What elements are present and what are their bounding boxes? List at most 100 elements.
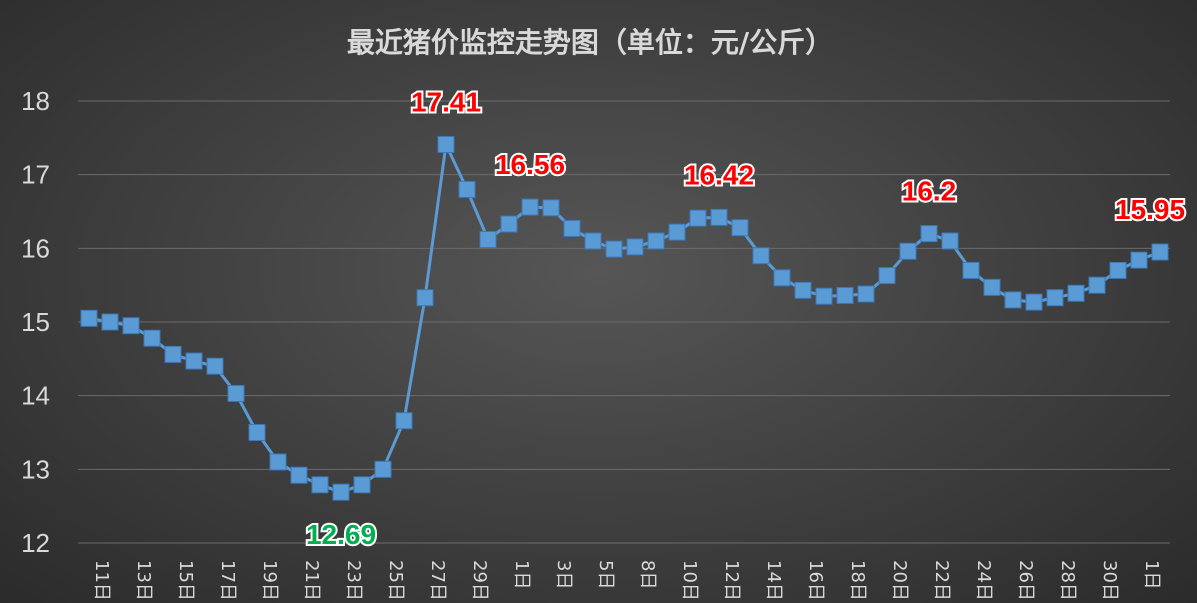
x-tick-label: 27日: [427, 560, 448, 601]
x-tick-label: 29日: [469, 560, 490, 601]
series-line: [88, 143, 1161, 494]
data-point: [668, 223, 686, 241]
x-tick-label: 18日: [847, 560, 868, 601]
data-label: 15.95: [1115, 194, 1185, 225]
y-tick-label: 15: [21, 307, 50, 337]
x-tick-label: 25日: [385, 560, 406, 601]
data-point: [962, 261, 980, 279]
data-point: [1004, 291, 1022, 309]
data-point: [857, 285, 875, 303]
x-tick-label: 10日: [679, 560, 700, 601]
data-point: [437, 135, 455, 153]
data-point: [164, 345, 182, 363]
data-point: [899, 242, 917, 260]
x-tick-label: 3日: [553, 560, 574, 589]
x-tick-label: 12日: [721, 560, 742, 601]
data-point: [374, 460, 392, 478]
y-tick-label: 17: [21, 160, 50, 190]
data-point: [815, 287, 833, 305]
data-point: [311, 476, 329, 494]
x-tick-label: 23日: [343, 560, 364, 601]
data-point: [353, 476, 371, 494]
data-point: [458, 180, 476, 198]
data-point: [752, 247, 770, 265]
data-point: [269, 453, 287, 471]
data-point: [794, 281, 812, 299]
x-tick-label: 30日: [1099, 560, 1120, 601]
x-tick-label: 11日: [91, 560, 112, 601]
data-point: [143, 329, 161, 347]
data-label: 12.69: [306, 519, 376, 550]
data-point: [1067, 284, 1085, 302]
data-point: [1151, 243, 1169, 261]
data-point: [248, 424, 266, 441]
data-point: [185, 352, 203, 370]
data-point: [836, 286, 854, 304]
data-point: [563, 219, 581, 237]
data-point: [1046, 289, 1064, 307]
data-point: [1130, 251, 1148, 269]
data-point: [710, 208, 728, 226]
data-point: [1088, 276, 1106, 294]
data-label: 16.42: [684, 159, 754, 190]
data-point: [80, 309, 98, 327]
data-point: [290, 466, 308, 484]
x-tick-label: 21日: [301, 560, 322, 601]
x-axis-tick-labels: 11日 13日 15日 17日 19日 21日 23日 25日 27日 29日 1日 3日 5日 8日 10…: [91, 560, 1162, 601]
data-point: [542, 199, 560, 217]
x-tick-label: 20日: [889, 560, 910, 601]
data-point: [626, 238, 644, 256]
gridlines: [78, 100, 1170, 544]
y-axis-tick-labels: 12 13 14 15 16 17 18: [21, 86, 50, 558]
data-point: [521, 198, 539, 216]
data-point: [101, 313, 119, 331]
data-point: [584, 232, 602, 250]
data-point: [920, 225, 938, 243]
data-point: [479, 230, 497, 248]
data-point: [395, 412, 413, 430]
y-tick-label: 13: [21, 454, 50, 484]
data-point: [941, 232, 959, 250]
data-point: [983, 278, 1001, 296]
data-point: [416, 289, 434, 307]
data-labels: 12.69 17.41 16.56 16.42 16.2 15.95: [304, 84, 1187, 552]
data-point: [773, 269, 791, 287]
x-tick-label: 14日: [763, 560, 784, 601]
x-tick-label: 5日: [595, 560, 616, 589]
data-point: [731, 219, 749, 237]
y-tick-label: 12: [21, 528, 50, 558]
data-label: 16.2: [902, 176, 957, 207]
x-tick-label: 13日: [133, 560, 154, 601]
x-tick-label: 26日: [1015, 560, 1036, 601]
x-tick-label: 15日: [175, 560, 196, 601]
y-tick-label: 14: [21, 381, 50, 411]
y-tick-label: 18: [21, 86, 50, 116]
chart-title: 最近猪价监控走势图（单位：元/公斤）: [347, 26, 833, 59]
x-tick-label: 19日: [259, 560, 280, 601]
y-tick-label: 16: [21, 233, 50, 263]
data-label: 17.41: [411, 86, 481, 117]
data-label: 16.56: [495, 149, 565, 180]
data-point: [878, 267, 896, 285]
x-tick-label: 17日: [217, 560, 238, 601]
data-point: [227, 384, 245, 402]
data-point: [122, 317, 140, 335]
x-tick-label: 22日: [931, 560, 952, 601]
x-tick-label: 16日: [805, 560, 826, 601]
x-tick-label: 1日: [511, 560, 532, 589]
data-point: [1109, 261, 1127, 279]
data-point: [689, 209, 707, 227]
x-tick-label: 24日: [973, 560, 994, 601]
data-point: [605, 240, 623, 258]
data-point: [1025, 293, 1043, 311]
x-tick-label: 28日: [1057, 560, 1078, 601]
x-tick-label: 8日: [637, 560, 658, 589]
x-tick-label: 1日: [1141, 560, 1162, 589]
data-point: [206, 357, 224, 375]
data-points: [80, 135, 1169, 501]
data-point: [500, 215, 518, 233]
data-point: [332, 483, 350, 501]
data-point: [647, 232, 665, 250]
